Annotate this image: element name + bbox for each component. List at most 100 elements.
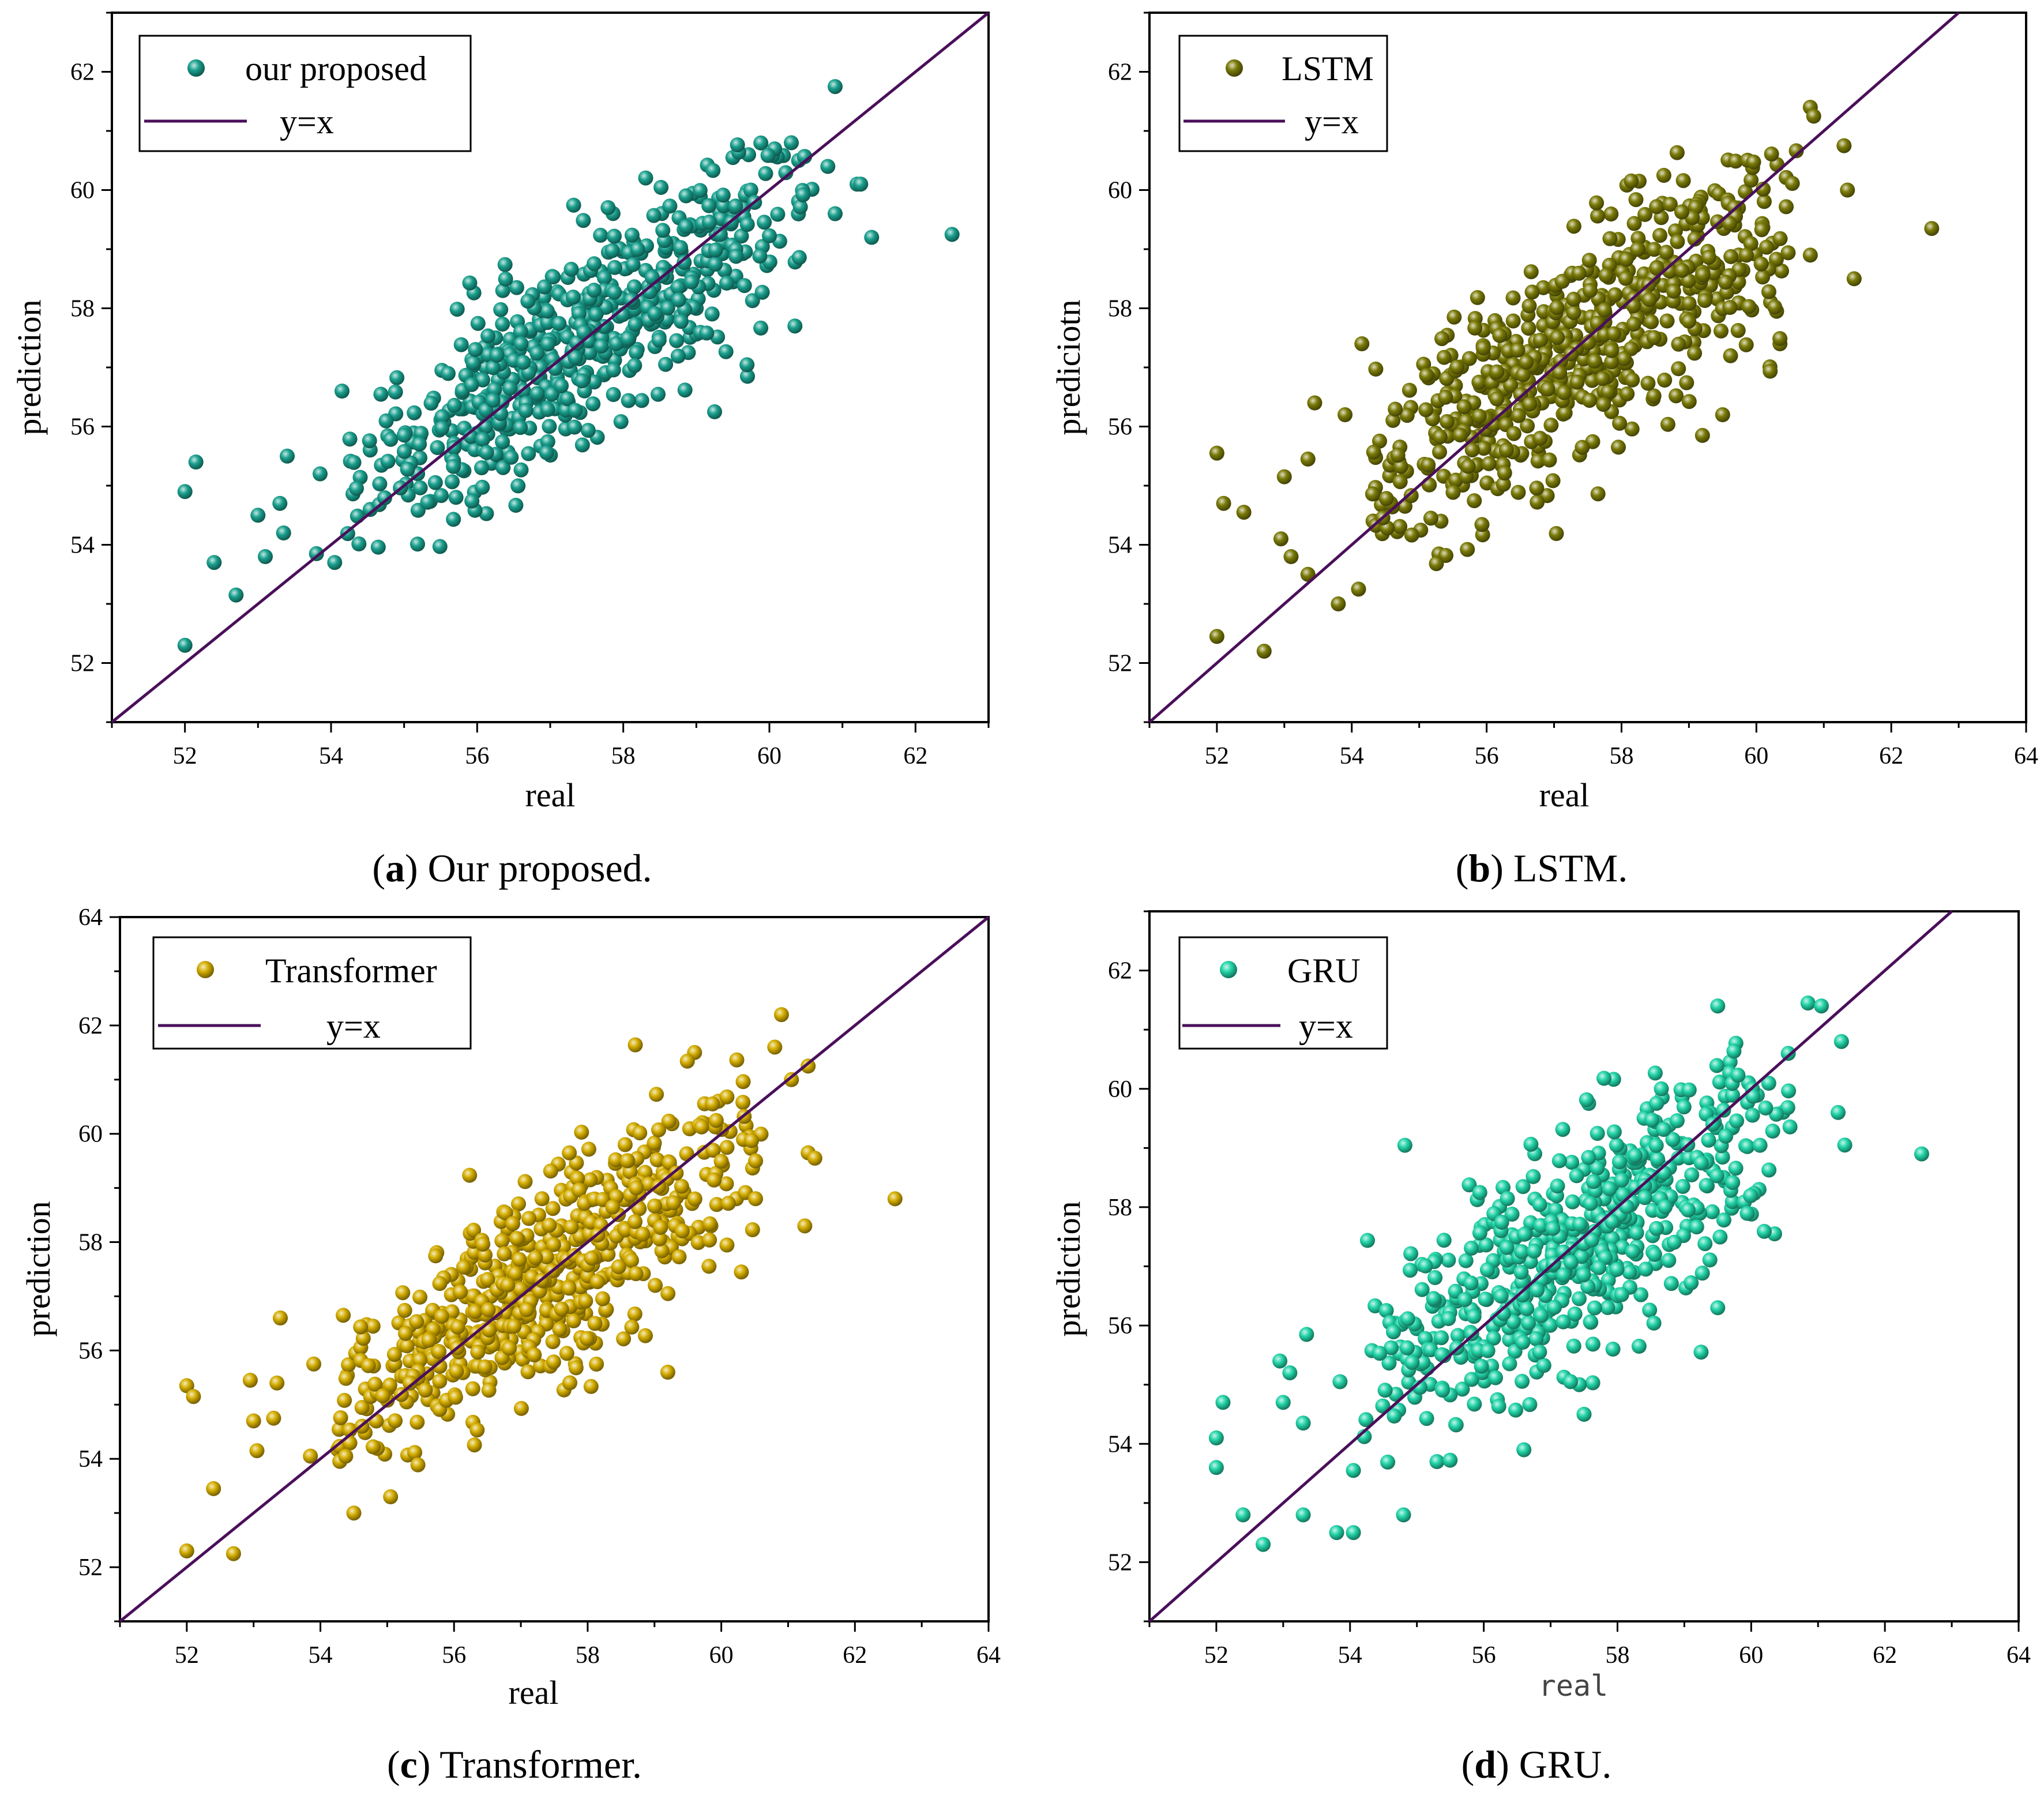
y-tick-label: 54	[1108, 1431, 1132, 1458]
scatter-point	[1571, 265, 1587, 281]
scatter-point	[767, 1039, 783, 1055]
scatter-point	[513, 336, 529, 351]
scatter-point	[1392, 519, 1408, 534]
x-tick-label: 58	[1609, 743, 1633, 769]
scatter-point	[554, 378, 569, 393]
scatter-point	[1687, 231, 1703, 247]
scatter-point	[1510, 343, 1526, 358]
scatter-point	[660, 1286, 676, 1301]
scatter-point	[1282, 1365, 1298, 1381]
scatter-point	[354, 1400, 370, 1415]
scatter-point	[638, 170, 653, 186]
scatter-point	[671, 1249, 687, 1264]
scatter-point	[559, 1346, 574, 1361]
scatter-point	[1555, 1122, 1570, 1137]
x-tick-label: 64	[976, 1642, 1001, 1669]
scatter-point	[1432, 429, 1448, 445]
scatter-point	[412, 436, 427, 452]
x-axis-title-b: real	[1539, 776, 1590, 814]
scatter-point	[707, 1172, 722, 1188]
scatter-point	[1761, 1076, 1776, 1091]
scatter-point	[1429, 1454, 1445, 1469]
scatter-point	[1743, 236, 1759, 251]
scatter-point	[1657, 373, 1673, 388]
scatter-point	[1434, 1347, 1450, 1362]
scatter-point	[734, 228, 749, 244]
scatter-point	[1549, 526, 1564, 541]
scatter-point	[778, 165, 794, 181]
scatter-point	[397, 1302, 412, 1318]
scatter-point	[661, 1113, 677, 1129]
scatter-point	[1660, 416, 1675, 432]
scatter-point	[1500, 1191, 1515, 1206]
scatter-point	[1515, 1373, 1530, 1389]
scatter-point	[1385, 412, 1401, 428]
scatter-point	[1625, 1244, 1640, 1259]
scatter-point	[1505, 290, 1521, 306]
scatter-point	[400, 461, 415, 477]
scatter-point	[628, 1214, 642, 1229]
scatter-point	[1403, 1246, 1419, 1261]
scatter-point	[1521, 320, 1536, 336]
identity-line-c	[119, 916, 990, 1623]
scatter-point	[587, 256, 602, 272]
scatter-point	[1661, 1253, 1677, 1268]
scatter-point	[600, 1246, 616, 1262]
scatter-point	[630, 242, 645, 257]
scatter-point	[606, 362, 621, 378]
scatter-point	[1401, 1374, 1416, 1390]
scatter-point	[373, 386, 389, 402]
scatter-point	[1716, 1212, 1731, 1228]
scatter-point	[748, 1153, 764, 1169]
scatter-point	[1814, 998, 1829, 1014]
scatter-point	[1709, 1168, 1724, 1184]
scatter-point	[313, 466, 328, 482]
x-tick-label: 62	[843, 1642, 867, 1669]
scatter-point	[1730, 323, 1746, 338]
scatter-point	[1709, 1058, 1724, 1073]
scatter-point	[1605, 1231, 1620, 1246]
scatter-point	[1671, 336, 1686, 352]
scatter-point	[1236, 505, 1252, 520]
x-tick-label: 64	[2007, 1642, 2031, 1669]
scatter-point	[1581, 253, 1597, 268]
y-tick-label: 52	[1108, 651, 1132, 677]
scatter-point	[1618, 251, 1634, 267]
scatter-point	[1694, 1265, 1710, 1281]
scatter-point	[624, 1319, 640, 1335]
scatter-point	[1642, 1302, 1658, 1318]
scatter-point	[273, 1310, 288, 1325]
scatter-point	[1530, 494, 1545, 510]
scatter-point	[1656, 168, 1671, 183]
x-tick-label: 52	[175, 1642, 199, 1669]
scatter-point	[748, 1191, 763, 1207]
scatter-point	[1679, 375, 1694, 390]
scatter-point	[1386, 1324, 1401, 1340]
scatter-point	[1647, 242, 1662, 257]
scatter-point	[1540, 381, 1555, 397]
scatter-point	[1522, 1397, 1538, 1413]
scatter-point	[579, 1331, 595, 1346]
scatter-point	[716, 198, 731, 213]
scatter-point	[1426, 1291, 1441, 1306]
scatter-point	[628, 317, 643, 332]
scatter-point	[1545, 1220, 1561, 1236]
scatter-point	[1712, 1229, 1728, 1245]
scatter-point	[1530, 1282, 1545, 1298]
scatter-point	[1836, 138, 1852, 153]
scatter-point	[607, 260, 622, 275]
scatter-point	[445, 474, 460, 490]
scatter-point	[653, 179, 669, 195]
scatter-point	[1684, 1167, 1700, 1182]
scatter-point	[666, 1195, 681, 1211]
ticks-a	[102, 12, 990, 733]
scatter-point	[683, 274, 699, 290]
scatter-point	[250, 508, 266, 523]
scatter-point	[784, 1072, 799, 1087]
scatter-point	[613, 414, 629, 429]
scatter-point	[589, 1274, 605, 1290]
scatter-point	[678, 188, 694, 204]
scatter-point	[1365, 486, 1380, 502]
x-tick-label: 60	[1744, 743, 1768, 769]
x-tick-label: 58	[611, 743, 636, 769]
